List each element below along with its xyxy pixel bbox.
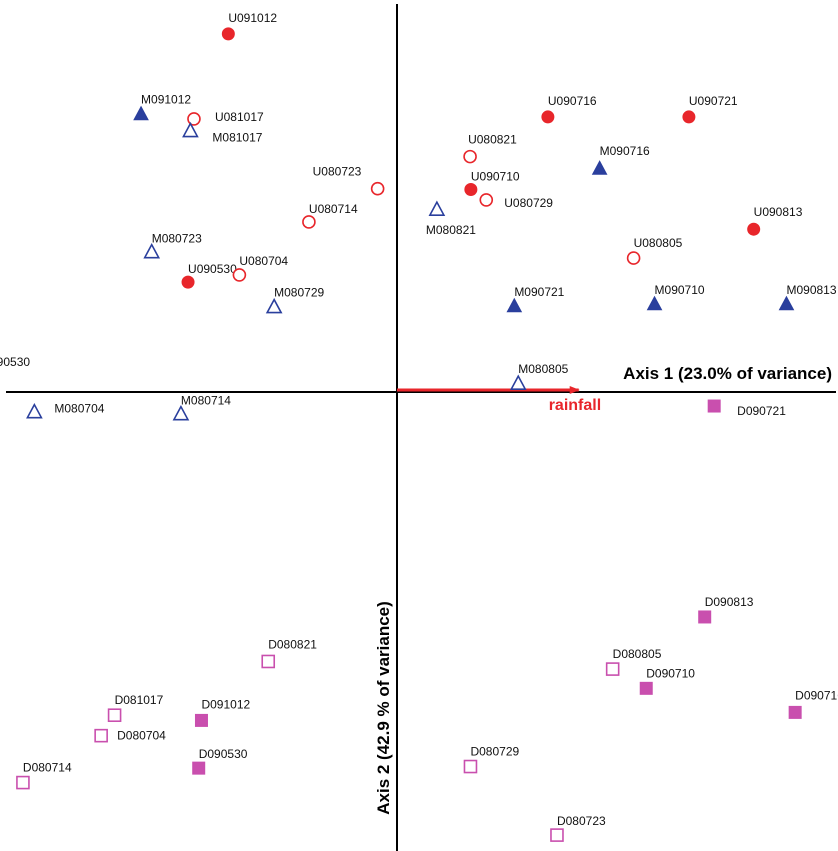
point-label-U090710: U090710: [471, 169, 520, 183]
point-label-D080805: D080805: [613, 647, 662, 661]
point-label-M091012: M091012: [141, 93, 191, 107]
point-label-M080714: M080714: [181, 394, 231, 408]
x-axis-title: Axis 1 (23.0% of variance): [623, 364, 832, 383]
point-label-D080729: D080729: [470, 745, 519, 759]
point-U090530: [181, 275, 195, 289]
point-label-D090710: D090710: [646, 666, 695, 680]
point-D090721: [707, 399, 721, 413]
point-D081017: [107, 708, 122, 723]
point-M080704: [26, 402, 43, 419]
point-M080723: [143, 242, 161, 259]
axes: Axis 1 (23.0% of variance) Axis 2 (42.9 …: [6, 4, 836, 851]
point-label-U080704: U080704: [239, 254, 288, 268]
point-U090813: [747, 222, 761, 236]
point-label-M081017: M081017: [212, 131, 262, 145]
point-M091012: [133, 105, 149, 121]
point-D090716: [788, 705, 802, 719]
point-U080714: [302, 215, 316, 229]
sample-points: U091012 U090716 U090721 U090710 U090813 U0905…: [0, 11, 838, 842]
point-label-U090716: U090716: [548, 94, 597, 108]
point-D090530: [192, 761, 206, 775]
point-label-U080821: U080821: [468, 133, 517, 147]
point-label-U080714: U080714: [309, 202, 358, 216]
point-label-U091012: U091012: [228, 11, 277, 25]
rainfall-vector-label: rainfall: [549, 397, 601, 414]
point-label-D090530: D090530: [199, 747, 248, 761]
point-D080723: [550, 828, 564, 842]
point-U080723: [370, 181, 385, 196]
point-label-D080723: D080723: [557, 814, 606, 828]
point-label-D080704: D080704: [117, 729, 166, 743]
point-D091012: [194, 713, 208, 727]
point-label-D081017: D081017: [115, 693, 164, 707]
y-axis-title: Axis 2 (42.9 % of variance): [374, 601, 393, 815]
point-label-D080821: D080821: [268, 637, 317, 651]
point-M080805: [509, 374, 527, 390]
point-label-M080723: M080723: [152, 232, 202, 246]
point-label-U080723: U080723: [313, 165, 362, 179]
point-M090710: [646, 295, 663, 311]
point-D080805: [605, 662, 620, 676]
point-M081017: [182, 121, 199, 138]
point-label-D090716: D090716: [795, 688, 838, 702]
point-label-M080821: M080821: [426, 223, 476, 237]
point-label-M080704: M080704: [54, 402, 104, 416]
point-M080714: [172, 404, 190, 421]
point-U090716: [541, 110, 555, 124]
point-D080729: [463, 759, 478, 774]
point-M090716: [591, 160, 608, 175]
point-label-U081017: U081017: [215, 110, 264, 124]
point-label-U080805: U080805: [634, 236, 683, 250]
point-label-U090813: U090813: [754, 205, 803, 219]
point-label-D090721: D090721: [737, 404, 786, 418]
point-M090721: [506, 297, 523, 313]
point-label-U090721: U090721: [689, 94, 738, 108]
point-label-D091012: D091012: [201, 697, 250, 711]
point-D090710: [639, 681, 653, 695]
point-label-U080729: U080729: [504, 196, 553, 210]
point-label-D090813: D090813: [705, 595, 754, 609]
point-U080821: [463, 149, 477, 164]
point-label-M080729: M080729: [274, 286, 324, 300]
point-label-M090721: M090721: [514, 285, 564, 299]
point-D090813: [698, 610, 712, 624]
point-label-U090530: U090530: [188, 262, 237, 276]
point-label-M090813: M090813: [786, 283, 836, 297]
point-M090813: [778, 295, 795, 311]
point-label-M090710: M090710: [655, 283, 705, 297]
point-M080729: [265, 297, 283, 314]
point-label-M090530: M090530: [0, 355, 30, 369]
point-label-M080805: M080805: [518, 362, 568, 376]
point-label-D080714: D080714: [23, 761, 72, 775]
environmental-vectors: rainfall: [397, 386, 601, 414]
point-D080714: [16, 775, 30, 790]
point-U080729: [479, 193, 494, 207]
point-U091012: [221, 27, 235, 41]
point-label-M090716: M090716: [600, 144, 650, 158]
point-U080704: [232, 268, 247, 282]
point-U081017: [187, 112, 201, 126]
point-U090710: [464, 182, 478, 196]
point-D080704: [94, 728, 108, 743]
point-M080821: [428, 200, 446, 216]
point-D080821: [261, 654, 276, 669]
point-U080805: [626, 251, 641, 265]
point-U090721: [682, 110, 696, 124]
